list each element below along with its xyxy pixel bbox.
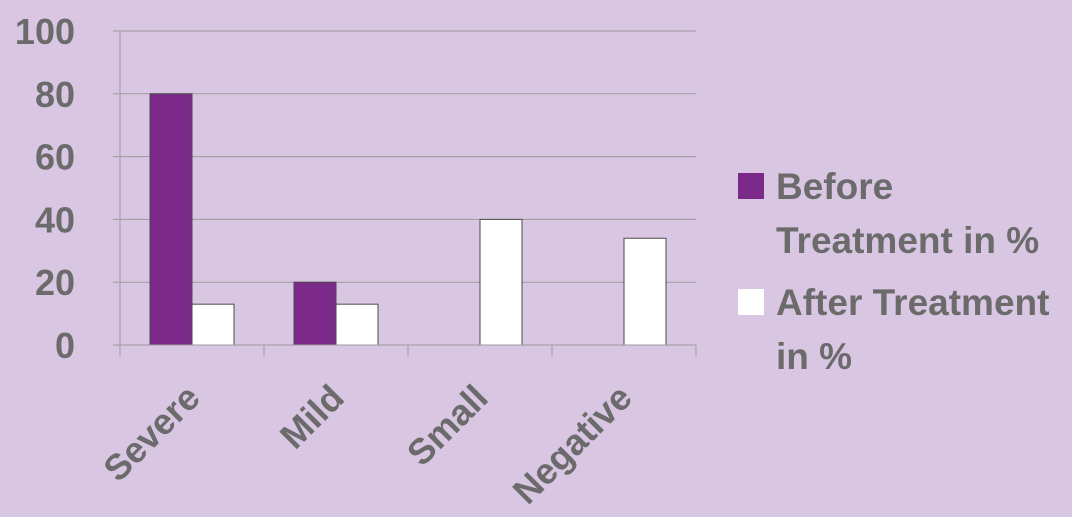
- tick-labels: 0 20 40 60 80 100 Severe Mild Small Negative: [15, 11, 640, 512]
- x-tick-label-severe: Severe: [95, 377, 208, 490]
- bar-mild-before: [293, 281, 337, 346]
- legend-swatch-after: [738, 289, 764, 315]
- legend-label-before: Before Treatment in %: [776, 166, 1040, 261]
- x-tick-label-small: Small: [399, 377, 496, 474]
- bar-small-after: [479, 218, 523, 346]
- legend-item-after: After Treatment in %: [738, 276, 1068, 384]
- x-tick-label-negative: Negative: [505, 377, 640, 512]
- y-tick-label-0: 0: [55, 325, 75, 366]
- legend: Before Treatment in % After Treatment in…: [738, 160, 1068, 384]
- bar-negative-after: [623, 237, 667, 346]
- bar-severe-after: [191, 303, 235, 346]
- bar-mild-after: [335, 303, 379, 346]
- gridlines: [120, 30, 696, 283]
- x-tick-label-mild: Mild: [272, 377, 352, 457]
- y-tick-label-80: 80: [35, 74, 75, 115]
- legend-swatch-before: [738, 173, 764, 199]
- y-tick-label-20: 20: [35, 262, 75, 303]
- bars: [149, 93, 667, 346]
- legend-item-before: Before Treatment in %: [738, 160, 1068, 268]
- legend-label-after: After Treatment in %: [776, 282, 1050, 377]
- bar-severe-before: [149, 93, 193, 346]
- y-tick-label-60: 60: [35, 137, 75, 178]
- axes: [113, 30, 697, 357]
- y-tick-label-40: 40: [35, 199, 75, 240]
- y-tick-label-100: 100: [15, 11, 75, 52]
